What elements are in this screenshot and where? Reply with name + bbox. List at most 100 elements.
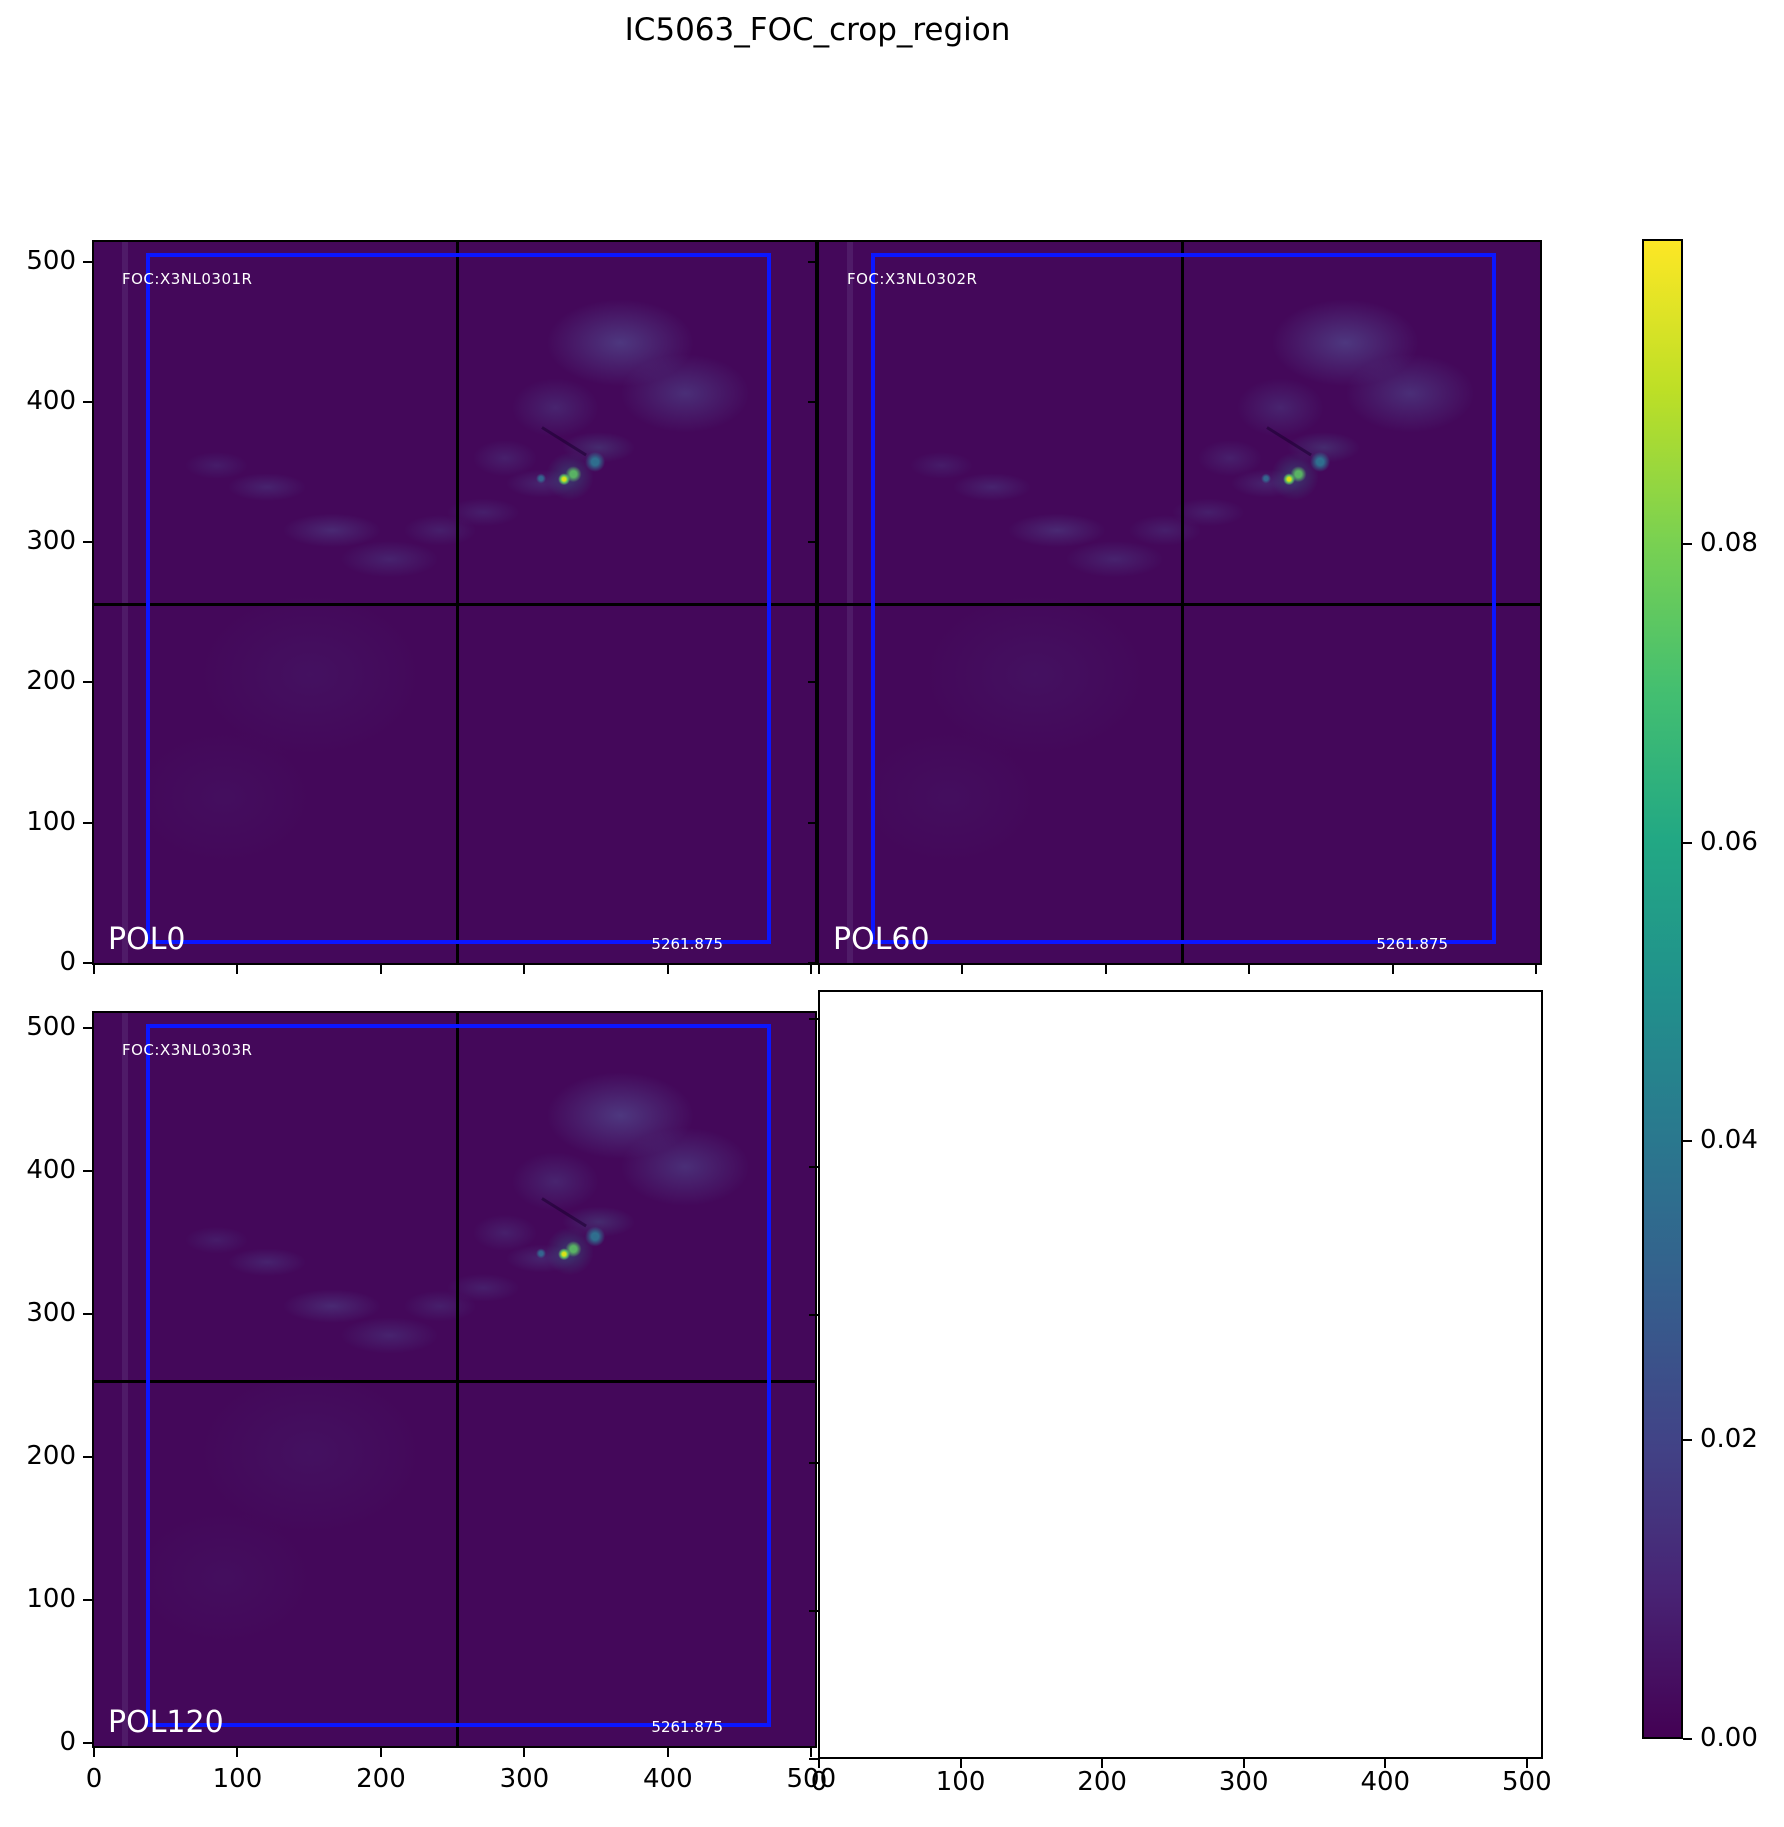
y-tick-mark bbox=[83, 962, 92, 964]
bright-knot bbox=[819, 242, 1540, 963]
x-tick-mark bbox=[959, 1759, 962, 1768]
y-tick-mark bbox=[83, 541, 92, 544]
bright-knot bbox=[94, 1013, 815, 1746]
y-tick-mark bbox=[83, 400, 92, 403]
x-tick-mark bbox=[1104, 965, 1107, 974]
figure-title: IC5063_FOC_crop_region bbox=[624, 12, 1011, 48]
y-tick-mark bbox=[83, 1599, 92, 1601]
x-tick-mark bbox=[818, 965, 820, 974]
x-tick-label: 400 bbox=[1360, 1767, 1411, 1797]
flux-value-label: 5261.875 bbox=[651, 935, 723, 953]
colorbar-tick-label: 0.00 bbox=[1700, 1723, 1758, 1753]
colorbar-tick-mark bbox=[1683, 1439, 1692, 1442]
x-tick-mark bbox=[961, 965, 964, 974]
colorbar-tick-mark bbox=[1683, 1140, 1692, 1143]
y-tick-mark bbox=[83, 681, 92, 684]
x-tick-label: 400 bbox=[643, 1764, 693, 1794]
x-tick-label: 0 bbox=[85, 1764, 103, 1794]
crosshair-vertical-line bbox=[455, 1013, 459, 1746]
y-tick-mark bbox=[83, 1170, 92, 1172]
colorbar-tick-mark bbox=[1683, 1738, 1692, 1740]
crosshair-vertical-line bbox=[455, 242, 459, 963]
x-tick-mark bbox=[1525, 1759, 1528, 1768]
y-tick-mark bbox=[83, 1742, 92, 1744]
x-tick-mark bbox=[1101, 1759, 1104, 1768]
y-tick-mark bbox=[83, 260, 92, 263]
x-tick-label: 500 bbox=[1502, 1767, 1552, 1797]
colorbar-tick-mark bbox=[1683, 542, 1692, 545]
x-tick-label: 300 bbox=[1218, 1767, 1269, 1797]
colorbar-tick-label: 0.02 bbox=[1700, 1424, 1758, 1455]
y-tick-label: 400 bbox=[26, 385, 76, 416]
x-tick-mark bbox=[379, 965, 382, 974]
x-tick-mark bbox=[1384, 1759, 1387, 1768]
y-tick-label: 0 bbox=[59, 1727, 76, 1757]
x-tick-mark bbox=[1248, 965, 1251, 974]
panel-empty bbox=[818, 990, 1543, 1759]
y-tick-mark bbox=[83, 821, 92, 824]
pol-filter-label: POL0 bbox=[108, 922, 186, 957]
y-tick-label: 200 bbox=[26, 666, 76, 697]
y-tick-mark bbox=[83, 1027, 92, 1029]
y-tick-mark bbox=[808, 260, 817, 263]
foc-annotation: FOC:X3NL0303R bbox=[122, 1041, 253, 1059]
x-tick-mark bbox=[1535, 965, 1538, 974]
y-tick-mark bbox=[808, 400, 817, 403]
foc-annotation: FOC:X3NL0302R bbox=[847, 270, 978, 288]
y-tick-mark bbox=[83, 1313, 92, 1315]
crop-region-rectangle bbox=[146, 253, 771, 944]
y-tick-mark bbox=[809, 1610, 818, 1612]
x-tick-mark bbox=[1391, 965, 1394, 974]
y-tick-label: 200 bbox=[26, 1441, 76, 1471]
y-tick-mark bbox=[83, 1456, 92, 1458]
crop-region-rectangle bbox=[146, 1024, 771, 1727]
panel-pol0: FOC:X3NL0301R POL0 5261.875 bbox=[92, 240, 817, 965]
y-tick-mark bbox=[808, 681, 817, 684]
crosshair-horizontal-line bbox=[94, 603, 815, 607]
bright-knot bbox=[94, 242, 815, 963]
x-tick-mark bbox=[818, 1759, 820, 1768]
x-tick-label: 200 bbox=[1077, 1767, 1127, 1797]
x-tick-mark bbox=[236, 965, 239, 974]
y-tick-mark bbox=[809, 1314, 818, 1316]
x-tick-mark bbox=[93, 965, 95, 974]
colorbar-tick-mark bbox=[1683, 841, 1692, 844]
x-tick-mark bbox=[810, 1748, 813, 1757]
crop-region-rectangle bbox=[871, 253, 1496, 944]
flux-value-label: 5261.875 bbox=[1376, 935, 1448, 953]
y-tick-label: 400 bbox=[26, 1155, 76, 1185]
y-tick-mark bbox=[809, 1758, 818, 1760]
y-tick-label: 500 bbox=[26, 1012, 76, 1042]
colorbar-tick-label: 0.04 bbox=[1700, 1125, 1758, 1156]
y-tick-label: 100 bbox=[26, 806, 76, 837]
x-tick-label: 0 bbox=[810, 1767, 828, 1797]
colorbar-tick-label: 0.06 bbox=[1700, 826, 1758, 857]
panel-pol120: FOC:X3NL0303R POL120 5261.875 bbox=[92, 1011, 817, 1748]
x-tick-mark bbox=[523, 1748, 526, 1757]
y-tick-mark bbox=[808, 962, 817, 964]
crosshair-horizontal-line bbox=[94, 1380, 815, 1384]
x-tick-label: 300 bbox=[499, 1764, 550, 1794]
x-tick-mark bbox=[379, 1748, 382, 1757]
x-tick-label: 500 bbox=[786, 1764, 837, 1794]
x-tick-mark bbox=[1242, 1759, 1245, 1768]
crosshair-horizontal-line bbox=[819, 603, 1540, 607]
foc-annotation: FOC:X3NL0301R bbox=[122, 270, 253, 288]
x-tick-label: 200 bbox=[356, 1764, 406, 1794]
flux-value-label: 5261.875 bbox=[651, 1718, 723, 1736]
x-tick-mark bbox=[523, 965, 526, 974]
y-tick-mark bbox=[808, 821, 817, 824]
x-tick-mark bbox=[810, 965, 813, 974]
pol-filter-label: POL60 bbox=[833, 922, 930, 957]
x-tick-mark bbox=[666, 1748, 669, 1757]
y-tick-label: 0 bbox=[59, 947, 76, 977]
x-tick-label: 100 bbox=[212, 1764, 263, 1794]
y-tick-mark bbox=[808, 541, 817, 544]
panel-pol60: FOC:X3NL0302R POL60 5261.875 bbox=[817, 240, 1542, 965]
x-tick-mark bbox=[666, 965, 669, 974]
y-tick-label: 300 bbox=[26, 1298, 76, 1328]
crosshair-vertical-line bbox=[1180, 242, 1184, 963]
colorbar-tick-label: 0.08 bbox=[1700, 527, 1758, 558]
y-tick-label: 500 bbox=[26, 245, 76, 276]
